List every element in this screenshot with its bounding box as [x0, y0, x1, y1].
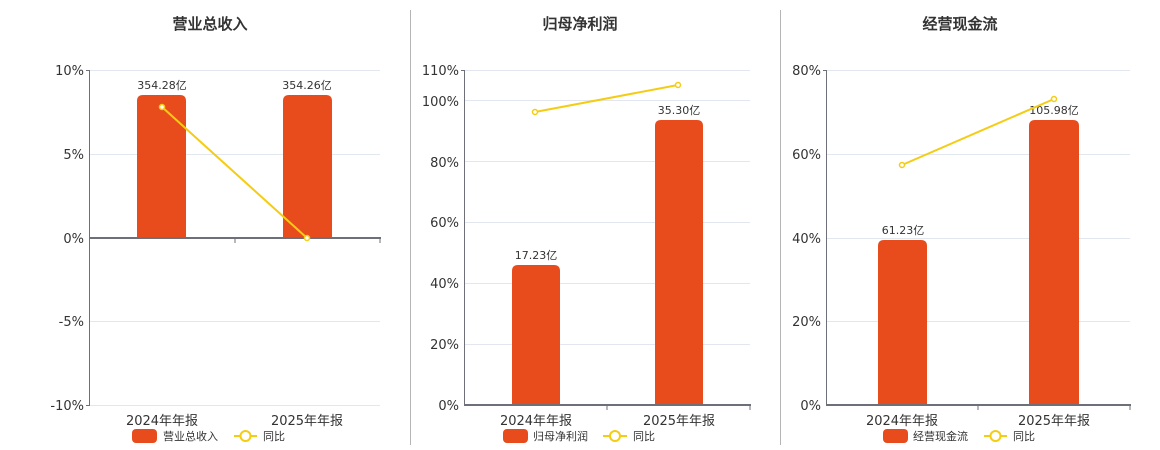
legend-item-bar[interactable]: 经营现金流	[883, 429, 968, 443]
svg-text:60%: 60%	[430, 216, 459, 231]
yoy-point[interactable]	[1050, 95, 1058, 103]
legend-item-line[interactable]: 同比	[234, 430, 285, 443]
svg-text:营业总收入: 营业总收入	[163, 429, 218, 443]
bar-2024[interactable]	[512, 265, 560, 405]
yoy-line	[901, 98, 1055, 166]
panel-divider	[410, 10, 411, 445]
svg-text:100%: 100%	[422, 95, 459, 110]
legend-item-bar[interactable]: 营业总收入	[132, 429, 218, 443]
svg-text:80%: 80%	[792, 64, 821, 79]
svg-text:10%: 10%	[55, 64, 84, 79]
x-axis-label: 2025年年报	[1018, 414, 1090, 429]
chart-title: 营业总收入	[172, 15, 247, 33]
chart-title: 经营现金流	[922, 15, 997, 33]
legend-item-line[interactable]: 同比	[984, 430, 1035, 443]
svg-text:-5%: -5%	[59, 315, 84, 330]
svg-text:经营现金流: 经营现金流	[913, 429, 968, 443]
yoy-point[interactable]	[898, 161, 906, 169]
svg-text:40%: 40%	[430, 277, 459, 292]
yoy-line	[534, 84, 679, 113]
x-axis-label: 2024年年报	[866, 414, 938, 429]
svg-text:同比: 同比	[633, 430, 655, 443]
legend-item-line[interactable]: 同比	[603, 430, 655, 443]
svg-text:-10%: -10%	[50, 399, 84, 414]
svg-text:0%: 0%	[63, 232, 84, 247]
svg-text:同比: 同比	[1013, 430, 1035, 443]
gridlines	[827, 70, 1130, 322]
bar-2024[interactable]	[137, 95, 186, 238]
x-axis-label: 2024年年报	[126, 414, 198, 429]
bar-value-label: 35.30亿	[658, 104, 701, 117]
svg-text:0%: 0%	[438, 399, 459, 414]
legend-bar-swatch	[132, 429, 157, 443]
legend-line-marker-icon	[239, 430, 252, 442]
bar-value-label: 17.23亿	[515, 249, 558, 262]
bar-2025[interactable]	[1029, 120, 1079, 405]
bar-value-label: 105.98亿	[1029, 104, 1079, 117]
y-axis-labels: 10% 5% 0% -5% -10%	[50, 64, 84, 414]
svg-text:归母净利润: 归母净利润	[533, 429, 588, 443]
panel-divider	[780, 10, 781, 445]
yoy-point[interactable]	[158, 103, 166, 111]
svg-text:80%: 80%	[430, 156, 459, 171]
svg-text:0%: 0%	[800, 399, 821, 414]
bar-2025[interactable]	[655, 120, 703, 405]
svg-text:5%: 5%	[63, 148, 84, 163]
legend: 营业总收入 同比	[132, 429, 285, 443]
legend-bar-swatch	[503, 429, 528, 443]
legend-item-bar[interactable]: 归母净利润	[503, 429, 588, 443]
x-axis-label: 2025年年报	[643, 414, 715, 429]
x-axis-label: 2024年年报	[500, 414, 572, 429]
bar-2024[interactable]	[878, 240, 927, 405]
chart-title: 归母净利润	[542, 15, 617, 33]
y-axis-labels: 110% 100% 80% 60% 40% 20% 0%	[422, 64, 459, 414]
yoy-point[interactable]	[303, 234, 311, 242]
chart-revenue: 营业总收入 10% 5% 0% -5% -10% 354.28亿 354.26亿…	[50, 15, 381, 443]
svg-text:40%: 40%	[792, 232, 821, 247]
legend: 归母净利润 同比	[503, 429, 655, 443]
yoy-line	[161, 106, 308, 239]
legend-line-marker-icon	[989, 430, 1002, 442]
svg-text:同比: 同比	[263, 430, 285, 443]
y-axis-labels: 80% 60% 40% 20% 0%	[792, 64, 821, 414]
yoy-point[interactable]	[531, 108, 539, 116]
svg-text:20%: 20%	[430, 338, 459, 353]
legend-line-marker-icon	[609, 430, 621, 442]
svg-text:20%: 20%	[792, 315, 821, 330]
legend: 经营现金流 同比	[883, 429, 1035, 443]
bar-2025[interactable]	[283, 95, 332, 238]
svg-text:110%: 110%	[422, 64, 459, 79]
yoy-point[interactable]	[674, 81, 682, 89]
svg-text:60%: 60%	[792, 148, 821, 163]
x-axis-label: 2025年年报	[271, 414, 343, 429]
bar-value-label: 354.26亿	[282, 79, 332, 92]
legend-bar-swatch	[883, 429, 908, 443]
bar-value-label: 61.23亿	[882, 224, 925, 237]
bar-value-label: 354.28亿	[137, 79, 187, 92]
